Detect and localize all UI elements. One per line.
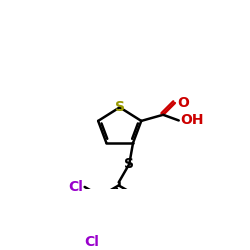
Text: S: S: [124, 157, 134, 171]
Text: OH: OH: [180, 114, 204, 128]
Text: O: O: [177, 96, 189, 110]
Text: Cl: Cl: [68, 180, 83, 194]
Text: Cl: Cl: [84, 235, 99, 249]
Text: S: S: [115, 100, 125, 114]
